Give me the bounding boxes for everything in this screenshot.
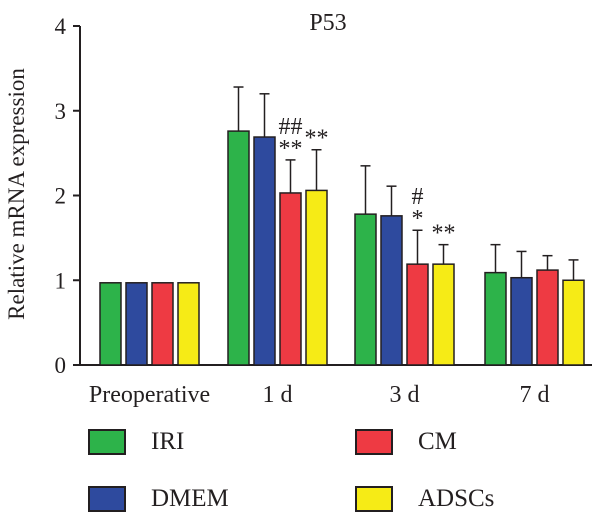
legend-label-dmem: DMEM <box>151 485 229 512</box>
y-tick-label: 0 <box>55 353 67 378</box>
y-axis-label: Relative mRNA expression <box>4 68 29 320</box>
legend-item-adscs: ADSCs <box>355 485 494 513</box>
legend-swatch-adscs <box>355 486 393 512</box>
y-tick-label: 3 <box>55 99 67 124</box>
x-tick-label: 1 d <box>263 382 293 408</box>
x-tick-label: 7 d <box>520 382 550 408</box>
bar-adscs-0 <box>177 282 200 366</box>
legend-label-cm: CM <box>418 428 457 455</box>
legend-item-dmem: DMEM <box>88 485 229 513</box>
bar-dmem-2 <box>380 215 403 366</box>
significance-marker: ## <box>279 114 303 140</box>
bar-adscs-1 <box>305 189 328 366</box>
significance-marker: ** <box>279 136 303 162</box>
legend-item-cm: CM <box>355 428 457 456</box>
legend-item-iri: IRI <box>88 428 184 456</box>
bar-dmem-1 <box>253 136 276 366</box>
significance-marker: ** <box>432 221 456 247</box>
bar-cm-0 <box>151 282 174 366</box>
legend-label-iri: IRI <box>151 428 185 455</box>
y-tick-label: 2 <box>55 184 67 209</box>
bar-cm-2 <box>406 263 429 366</box>
bar-adscs-3 <box>562 279 585 366</box>
bar-iri-0 <box>99 282 122 366</box>
bar-adscs-2 <box>432 263 455 366</box>
significance-marker: # <box>412 184 424 210</box>
bar-cm-3 <box>536 269 559 366</box>
bar-iri-3 <box>484 271 507 366</box>
bar-iri-1 <box>227 130 250 366</box>
legend-label-adscs: ADSCs <box>418 485 495 512</box>
significance-marker: * <box>412 206 424 232</box>
legend-swatch-dmem <box>88 486 126 512</box>
significance-marker: ** <box>305 126 329 152</box>
legend-swatch-iri <box>88 429 126 455</box>
x-tick-label: Preoperative <box>89 382 210 408</box>
chart-title: P53 <box>309 10 346 36</box>
legend-swatch-cm <box>355 429 393 455</box>
y-tick-label: 1 <box>55 268 67 293</box>
bar-cm-1 <box>279 192 302 366</box>
y-tick-label: 4 <box>55 14 67 39</box>
x-tick-label: 3 d <box>390 382 420 408</box>
bar-dmem-0 <box>125 282 148 366</box>
bar-iri-2 <box>354 213 377 366</box>
bar-dmem-3 <box>510 276 533 366</box>
